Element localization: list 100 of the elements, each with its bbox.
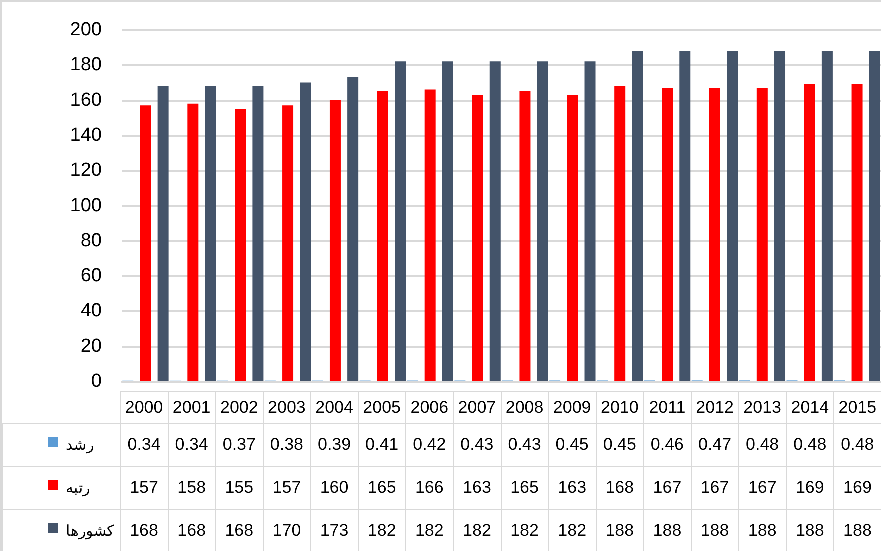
data-label: 167	[644, 466, 692, 510]
x-tick-label: 2007	[453, 392, 501, 424]
data-label: 182	[358, 510, 406, 551]
x-tick-label: 2004	[310, 392, 358, 424]
bar	[300, 82, 312, 382]
y-tick-label: 200	[70, 20, 102, 40]
data-label: 166	[406, 466, 454, 510]
data-label: 155	[216, 466, 264, 510]
x-tick-label: 2002	[216, 392, 264, 424]
data-label: 165	[501, 466, 549, 510]
data-label: 168	[596, 466, 644, 510]
bar	[472, 95, 484, 382]
data-label: 0.48	[834, 424, 881, 466]
bar	[424, 90, 436, 382]
data-label: 0.46	[644, 424, 692, 466]
legend-label: رتبه	[66, 480, 90, 497]
x-tick-label: 2003	[263, 392, 311, 424]
y-tick-label: 120	[70, 160, 102, 182]
data-label: 157	[263, 466, 311, 510]
bar	[680, 51, 691, 382]
bar	[140, 106, 152, 382]
y-tick-label: 160	[70, 90, 102, 111]
bar	[662, 88, 674, 382]
bar	[584, 62, 596, 382]
x-tick-label: 2000	[120, 392, 168, 424]
y-tick-label: 100	[70, 195, 102, 216]
bar	[632, 51, 644, 382]
data-label: 160	[310, 466, 358, 510]
bar	[756, 88, 768, 382]
data-label: 188	[738, 510, 786, 551]
bar	[774, 51, 786, 382]
bar	[567, 95, 578, 382]
data-label: 163	[548, 466, 596, 510]
x-tick-label: 2013	[738, 392, 786, 424]
legend-label: رشد	[66, 437, 94, 454]
y-tick-label: 60	[80, 266, 102, 287]
x-tick-label: 2012	[691, 392, 739, 424]
data-label: 173	[310, 510, 358, 551]
bar	[537, 62, 548, 382]
data-label: 170	[263, 510, 311, 551]
bar	[377, 92, 388, 382]
data-label: 0.43	[453, 424, 501, 466]
data-label: 168	[120, 510, 168, 551]
data-label: 0.43	[501, 424, 549, 466]
data-label: 188	[834, 510, 881, 551]
data-label: 0.47	[691, 424, 739, 466]
x-tick-label: 2009	[548, 392, 596, 424]
y-tick-label: 20	[80, 336, 102, 357]
data-label: 158	[168, 466, 216, 510]
bar	[727, 51, 738, 382]
data-label: 0.48	[786, 424, 834, 466]
y-tick-label: 40	[80, 300, 102, 322]
data-label: 0.45	[596, 424, 644, 466]
data-label: 188	[786, 510, 834, 551]
data-label: 165	[358, 466, 406, 510]
data-label: 167	[691, 466, 739, 510]
data-label: 0.37	[216, 424, 264, 466]
bar	[709, 88, 720, 382]
bar	[442, 62, 454, 382]
data-label: 167	[738, 466, 786, 510]
data-label: 169	[834, 466, 881, 510]
bar	[158, 86, 169, 382]
bar	[490, 62, 501, 382]
x-tick-label: 2001	[168, 392, 216, 424]
y-tick-label: 0	[91, 371, 102, 392]
data-label: 157	[120, 466, 168, 510]
bar	[282, 106, 294, 382]
x-tick-label: 2005	[358, 392, 406, 424]
x-tick-label: 2015	[834, 392, 881, 424]
bar	[252, 86, 264, 382]
x-tick-label: 2006	[406, 392, 454, 424]
data-label: 182	[406, 510, 454, 551]
data-label: 188	[596, 510, 644, 551]
bar	[520, 92, 531, 382]
data-label: 0.42	[406, 424, 454, 466]
bar	[852, 84, 863, 382]
data-label: 168	[216, 510, 264, 551]
bar	[804, 84, 816, 382]
data-label: 0.39	[310, 424, 358, 466]
data-label: 0.48	[738, 424, 786, 466]
data-label: 0.41	[358, 424, 406, 466]
data-label: 182	[453, 510, 501, 551]
data-label: 182	[548, 510, 596, 551]
x-tick-label: 2014	[786, 392, 834, 424]
bar	[188, 104, 199, 382]
x-tick-label: 2010	[596, 392, 644, 424]
y-tick-label: 140	[70, 124, 102, 146]
data-label: 0.38	[263, 424, 311, 466]
data-label: 163	[453, 466, 501, 510]
bar	[235, 109, 246, 382]
data-label: 0.34	[120, 424, 168, 466]
x-tick-label: 2008	[501, 392, 549, 424]
bar	[822, 51, 833, 382]
bar	[330, 100, 341, 382]
data-label: 169	[786, 466, 834, 510]
legend-label: کشورها	[66, 523, 114, 540]
x-tick-label: 2011	[644, 392, 692, 424]
data-label: 188	[644, 510, 692, 551]
bar	[395, 62, 406, 382]
data-label: 182	[501, 510, 549, 551]
